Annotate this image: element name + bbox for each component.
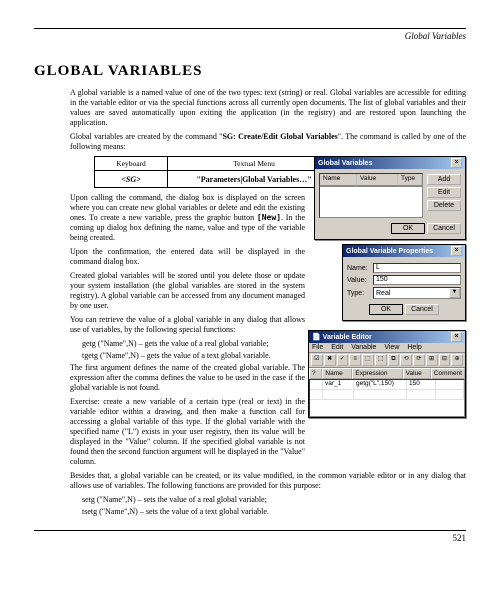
command-name: SG: Create/Edit Global Variables [222,132,337,141]
dialog-title: 📄 Variable Editor [312,333,372,341]
variable-editor-dialog: 📄 Variable Editor × File Edit Variable V… [308,330,466,418]
add-button[interactable]: Add [427,174,461,185]
close-icon[interactable]: × [451,158,462,168]
name-label: Name: [347,265,373,272]
header-rule [34,28,466,29]
cell-value: 150 [407,380,436,389]
menu-file[interactable]: File [312,344,323,351]
grid-body[interactable]: var_1 getg("L",150) 150 [309,379,465,417]
cell-value [407,390,436,399]
cell-expr [354,390,407,399]
cancel-button[interactable]: Cancel [405,304,439,315]
tb-icon[interactable]: ☑ [311,354,323,366]
tb-icon[interactable]: ⧉ [388,354,400,366]
argument-paragraph: The first argument defines the name of t… [70,363,305,393]
col-expr: Expression [352,368,402,379]
tb-icon[interactable]: ✖ [324,354,336,366]
menu-edit[interactable]: Edit [331,344,343,351]
tb-icon[interactable]: ⊞ [426,354,438,366]
cell-name [323,390,354,399]
variables-list[interactable] [319,187,423,218]
page-title: GLOBAL VARIABLES [34,63,466,80]
dialog-description: Upon calling the command, the dialog box… [70,193,305,243]
cell-flag [310,380,323,389]
dialog-title: Global Variable Properties [346,248,433,255]
col-value: Value [357,174,398,186]
tb-icon[interactable]: ⊟ [439,354,451,366]
type-select[interactable]: Real ▼ [373,287,461,299]
col-flag: ? [309,368,322,379]
cell-comment [436,380,464,389]
cell-flag [310,390,323,399]
variable-properties-dialog: Global Variable Properties × Name: L Val… [342,244,466,321]
footer-rule [34,530,466,531]
type-value: Real [376,290,390,297]
dialog-titlebar[interactable]: 📄 Variable Editor × [309,331,465,343]
grid-row[interactable] [310,390,464,400]
besides-paragraph: Besides that, a global variable can be c… [70,471,466,491]
delete-button[interactable]: Delete [427,200,461,211]
tb-icon[interactable]: ⬚ [362,354,374,366]
menu-help[interactable]: Help [407,344,421,351]
grid-row[interactable]: var_1 getg("L",150) 150 [310,380,464,390]
tb-icon[interactable]: ⊕ [451,354,463,366]
name-input[interactable]: L [373,263,461,273]
header-section: Global Variables [34,31,466,41]
confirm-paragraph: Upon the confirmation, the entered data … [70,247,305,267]
page-number: 521 [34,533,466,543]
intro-paragraph: A global variable is a named value of on… [70,88,466,128]
cancel-button[interactable]: Cancel [427,223,461,234]
cell-comment [436,390,464,399]
dialog-titlebar[interactable]: Global Variable Properties × [343,245,465,257]
close-icon[interactable]: × [451,246,462,256]
dialog-titlebar[interactable]: Global Variables × [315,157,465,169]
list-header: Name Value Type [319,173,423,187]
toolbar: ☑ ✖ ✓ ≡ ⬚ ⬚ ⧉ ⟲ ⟳ ⊞ ⊟ ⊕ [309,353,465,368]
retrieve-paragraph: You can retrieve the value of a global v… [70,315,305,335]
exercise-paragraph: Exercise: create a new variable of a cer… [70,397,305,467]
text: Global variables are created by the comm… [70,132,222,141]
new-button-ref: [New] [257,213,281,222]
ok-button[interactable]: OK [391,223,425,234]
tb-icon[interactable]: ⟲ [400,354,412,366]
type-label: Type: [347,290,373,297]
col-value: Value [403,368,431,379]
cell-expr: getg("L",150) [354,380,407,389]
edit-button[interactable]: Edit [427,187,461,198]
dialog-title: Global Variables [318,160,372,167]
col-name: Name [320,174,357,186]
tb-icon[interactable]: ⬚ [375,354,387,366]
col-type: Type [398,174,422,186]
col-comment: Comment [431,368,465,379]
cell-name: var_1 [323,380,354,389]
kb-shortcut: <SG> [95,171,168,188]
value-input[interactable]: 150 [373,275,461,285]
command-intro: Global variables are created by the comm… [70,132,466,152]
tb-icon[interactable]: ≡ [349,354,361,366]
grid-header: ? Name Expression Value Comment [309,368,465,379]
fn-tsetg: tsetg ("Name",N) – sets the value of a t… [82,507,466,516]
th-keyboard: Keyboard [95,157,168,171]
menubar: File Edit Variable View Help [309,343,465,353]
global-variables-dialog: Global Variables × Add Edit Delete Name … [314,156,466,240]
fn-setg: setg ("Name",N) – sets the value of a re… [82,495,466,504]
title-text: Variable Editor [323,334,372,341]
value-label: Value: [347,277,373,284]
tb-icon[interactable]: ✓ [337,354,349,366]
col-name: Name [322,368,352,379]
tb-icon[interactable]: ⟳ [413,354,425,366]
ok-button[interactable]: OK [369,304,403,315]
storage-paragraph: Created global variables will be stored … [70,271,305,311]
close-icon[interactable]: × [451,332,462,342]
menu-variable[interactable]: Variable [351,344,376,351]
menu-view[interactable]: View [384,344,399,351]
dropdown-arrow-icon[interactable]: ▼ [449,288,460,298]
